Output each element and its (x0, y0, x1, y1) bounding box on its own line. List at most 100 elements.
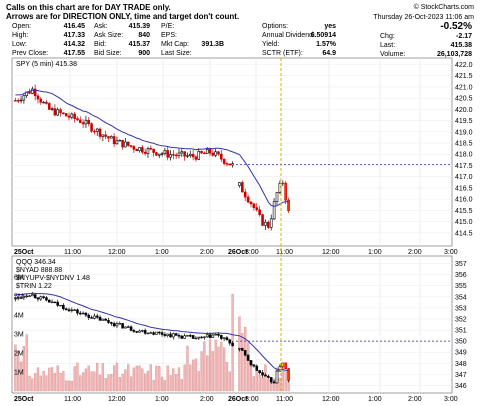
x-tick-label: 11:00 (276, 249, 293, 256)
candle-body (169, 154, 172, 158)
volume-bar (121, 373, 124, 392)
candle-body (67, 309, 71, 312)
candle-body (264, 221, 267, 226)
price-candles (14, 84, 290, 231)
candle-body (16, 297, 20, 299)
candle-body (33, 294, 37, 299)
candle-body (118, 139, 122, 142)
candle-body (155, 152, 158, 156)
candle-body (152, 148, 155, 153)
volume-tick-label: 4M (14, 313, 24, 320)
candle-body (258, 370, 261, 373)
candle-body (214, 151, 217, 156)
candle-body (115, 323, 119, 327)
candle-body (267, 375, 270, 378)
div-value: 6.50914 (311, 32, 336, 39)
breadth-right-axis: 357 356 355 354 353 352 351 350 349 348 347 346 (455, 261, 467, 390)
candle-body (220, 153, 223, 160)
candle-body (203, 336, 206, 338)
candle-body (59, 109, 62, 114)
legend-trin: $TRIN 1.22 (16, 283, 52, 290)
mktcap-label: Mkt Cap: (161, 41, 189, 48)
lastsize-label: Last Size: (161, 50, 192, 57)
volume-bar (14, 344, 17, 392)
candle-body (107, 320, 110, 323)
y-tick-label: 346 (455, 383, 467, 390)
last-value: 415.38 (451, 42, 473, 49)
volume-bar (172, 368, 175, 392)
candle-body (281, 182, 285, 185)
volume-tick-label: 5M (14, 294, 24, 301)
candle-body (243, 191, 247, 198)
x-tick-label: 2:00 (408, 249, 422, 256)
candle-body (22, 295, 26, 299)
candle-body (287, 199, 290, 211)
volume-bar (42, 371, 45, 392)
volume-bar (81, 372, 85, 392)
volume-bar (146, 370, 150, 392)
x-tick-label: 12:00 (108, 249, 126, 256)
y-tick-label: 355 (455, 283, 467, 290)
volume-bar (163, 380, 167, 392)
volume-bar (104, 378, 107, 392)
candle-body (42, 296, 45, 298)
y-tick-label: 354 (455, 294, 467, 301)
candle-body (121, 139, 124, 148)
volume-bar (238, 316, 241, 392)
ask-value: 415.39 (129, 23, 151, 30)
candle-body (278, 183, 282, 193)
volume-bar (76, 362, 79, 392)
low-value: 414.32 (64, 41, 86, 48)
candle-body (284, 362, 287, 369)
volume-bar (211, 351, 214, 392)
candle-body (249, 201, 253, 205)
candle-body (200, 336, 203, 339)
candle-body (180, 335, 184, 339)
volume-bar (206, 355, 209, 392)
volume-bar (149, 364, 152, 392)
candle-body (25, 295, 28, 298)
volume-bar (261, 377, 264, 392)
volume-bar (45, 375, 48, 392)
volume-bar (90, 371, 93, 392)
volume-bar (220, 342, 223, 392)
volume-bar (110, 374, 113, 392)
vol-label: Volume: (380, 51, 405, 58)
qqq-moving-average (15, 292, 289, 372)
candle-body (121, 323, 124, 329)
candle-body (78, 312, 82, 315)
volume-bar (67, 380, 71, 392)
volume-bar (135, 365, 138, 392)
candle-body (87, 314, 91, 318)
candle-body (95, 128, 99, 132)
candle-body (249, 360, 253, 366)
candle-body (146, 332, 150, 335)
candle-body (36, 95, 40, 100)
x-tick-label: 26Oct (228, 249, 248, 256)
x-tick-label: 1:00 (155, 396, 169, 403)
candle-body (160, 153, 164, 155)
volume-bar (93, 371, 96, 392)
y-tick-label: 415.0 (455, 219, 473, 226)
volume-bar (39, 375, 42, 392)
candle-body (81, 122, 85, 125)
y-tick-label: 416.0 (455, 197, 473, 204)
candle-body (84, 119, 88, 125)
candle-body (252, 364, 256, 367)
volume-bar (79, 375, 82, 392)
x-tick-label: 11:00 (64, 249, 81, 256)
volume-bar (112, 365, 116, 392)
volume-bar (183, 364, 186, 392)
candle-body (90, 317, 93, 319)
volume-bar (127, 364, 130, 392)
candle-body (93, 130, 96, 133)
volume-bar (241, 332, 244, 392)
open-label: Open: (12, 23, 31, 30)
candle-body (118, 323, 122, 325)
candle-body (64, 308, 68, 311)
x-tick-label: 25Oct (14, 396, 34, 403)
candle-body (146, 148, 150, 154)
candle-body (124, 326, 127, 329)
candle-body (261, 372, 264, 376)
candle-body (70, 113, 74, 118)
